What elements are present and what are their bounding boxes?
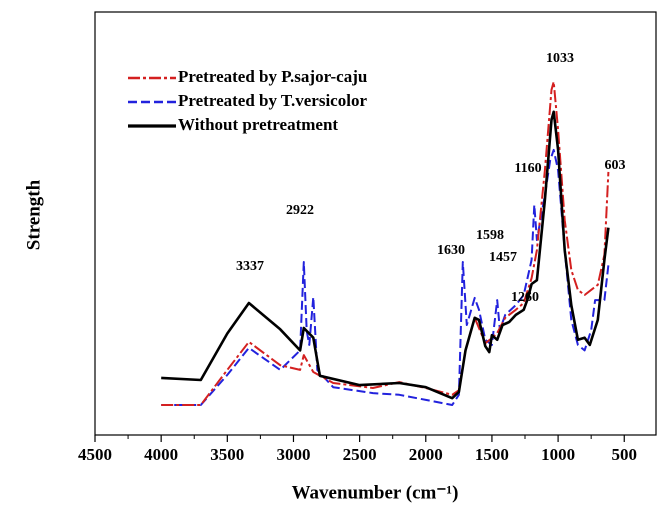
x-tick-label: 1000 xyxy=(541,445,575,464)
series-line xyxy=(161,148,610,406)
x-axis-title: Wavenumber (cm⁻¹) xyxy=(292,482,459,503)
x-tick-label: 500 xyxy=(611,445,637,464)
x-tick-label: 4000 xyxy=(144,445,178,464)
legend-label: Pretreated by T.versicolor xyxy=(178,91,367,110)
x-tick-label: 4500 xyxy=(78,445,112,464)
x-tick-label: 2000 xyxy=(409,445,443,464)
legend-label: Without pretreatment xyxy=(178,115,338,134)
peak-label: 1598 xyxy=(476,228,504,243)
series-line xyxy=(161,80,610,406)
peak-label: 1160 xyxy=(514,161,541,176)
x-tick-label: 2500 xyxy=(343,445,377,464)
peak-label: 3337 xyxy=(236,259,264,274)
y-axis-title: Strength xyxy=(23,179,44,250)
x-tick-label: 1500 xyxy=(475,445,509,464)
peak-label: 1630 xyxy=(437,243,465,258)
peak-label: 603 xyxy=(605,158,626,173)
series-line xyxy=(161,110,610,400)
peak-label: 1033 xyxy=(546,51,574,66)
peak-label: 1457 xyxy=(489,250,517,265)
peak-label: 2922 xyxy=(286,203,314,218)
plot-frame xyxy=(94,11,657,436)
legend-label: Pretreated by P.sajor-caju xyxy=(178,67,367,86)
peak-label: 1260 xyxy=(511,290,539,305)
x-tick-label: 3500 xyxy=(210,445,244,464)
x-tick-label: 3000 xyxy=(276,445,310,464)
